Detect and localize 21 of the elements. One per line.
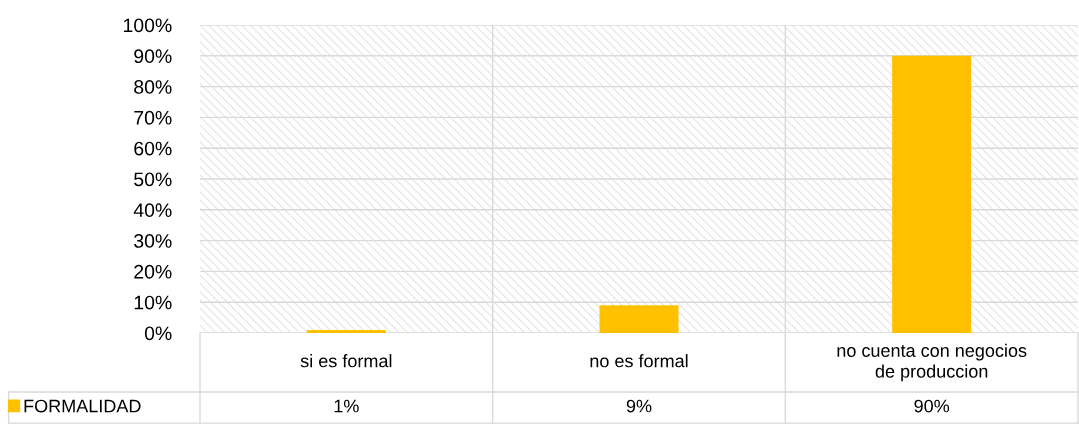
data-label: 9% <box>626 399 652 413</box>
x-tick-label: si es formal <box>300 354 392 368</box>
y-tick-label: 50% <box>134 172 172 187</box>
x-tick-label: no cuenta con negocios de produccion <box>837 343 1027 382</box>
data-label: 90% <box>914 399 950 413</box>
y-tick-label: 70% <box>134 110 172 125</box>
y-tick-label: 20% <box>134 264 172 279</box>
legend-label: FORMALIDAD <box>24 399 141 413</box>
y-tick-label: 30% <box>134 234 172 248</box>
y-tick-label: 10% <box>134 295 172 310</box>
y-tick-label: 90% <box>134 49 172 64</box>
bar <box>599 305 679 333</box>
y-tick-label: 0% <box>144 326 172 341</box>
x-tick-label: no es formal <box>590 354 688 368</box>
data-label: 1% <box>334 399 359 413</box>
bar <box>306 329 386 333</box>
y-tick-label: 80% <box>134 80 172 94</box>
y-tick-label: 100% <box>123 18 172 33</box>
y-tick-label: 40% <box>133 203 172 218</box>
y-tick-label: 60% <box>134 141 172 156</box>
bar <box>892 55 972 333</box>
